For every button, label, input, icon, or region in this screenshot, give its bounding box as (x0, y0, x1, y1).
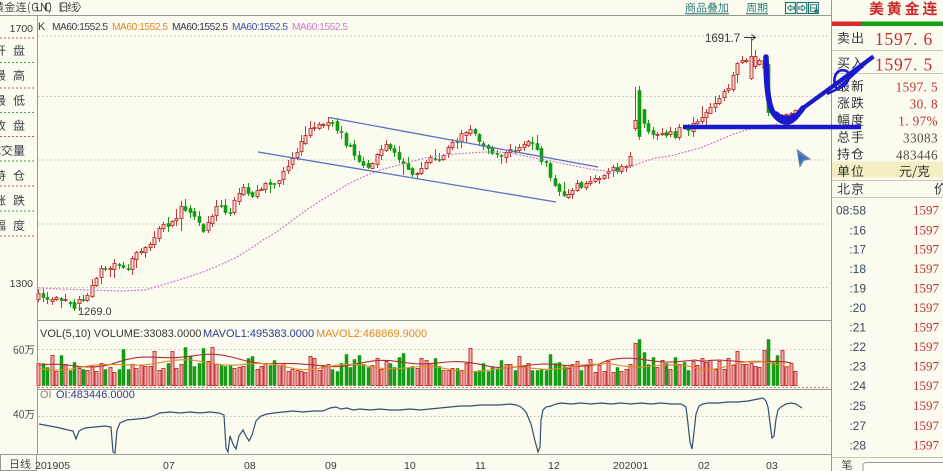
svg-text:1597: 1597 (913, 438, 940, 453)
svg-text:12: 12 (548, 460, 560, 471)
svg-text:1597: 1597 (913, 359, 940, 374)
svg-text::17: :17 (849, 243, 866, 257)
svg-text::16: :16 (849, 224, 866, 238)
svg-text:02: 02 (698, 460, 710, 471)
svg-text:MA60:1552.5: MA60:1552.5 (52, 22, 108, 33)
svg-text:1597: 1597 (913, 203, 940, 218)
svg-text:08:58: 08:58 (836, 204, 866, 218)
svg-text:1597: 1597 (913, 281, 940, 296)
svg-text::22: :22 (849, 340, 866, 354)
svg-text::23: :23 (849, 360, 866, 374)
svg-text:33083: 33083 (903, 131, 938, 146)
svg-text:09: 09 (325, 460, 337, 471)
svg-text::28: :28 (849, 439, 866, 453)
svg-text:1597: 1597 (913, 261, 940, 276)
svg-text:MA60:1552.5: MA60:1552.5 (292, 22, 348, 33)
svg-text:OI: OI (40, 389, 52, 401)
svg-text:OI:483446.0000: OI:483446.0000 (56, 389, 135, 401)
svg-text:1597. 6: 1597. 6 (875, 29, 933, 49)
svg-text::20: :20 (849, 301, 866, 315)
svg-text:201905: 201905 (35, 460, 70, 471)
svg-text:1597: 1597 (913, 242, 940, 257)
svg-text:1700: 1700 (10, 23, 34, 35)
svg-text:1597: 1597 (913, 223, 940, 238)
svg-text:07: 07 (163, 460, 175, 471)
svg-text:1597. 5: 1597. 5 (896, 80, 938, 95)
svg-text:1597: 1597 (913, 339, 940, 354)
svg-text:11: 11 (475, 460, 486, 471)
svg-text::25: :25 (849, 399, 866, 413)
svg-text::24: :24 (849, 379, 866, 393)
svg-text:MA60:1552.5: MA60:1552.5 (172, 22, 228, 33)
svg-text:1597. 5: 1597. 5 (875, 55, 933, 75)
svg-text:MAVOL1:495383.0000: MAVOL1:495383.0000 (203, 328, 314, 340)
svg-text:08: 08 (244, 460, 256, 471)
svg-text:1597: 1597 (913, 418, 940, 433)
svg-text::18: :18 (849, 262, 866, 276)
svg-text:1597: 1597 (913, 300, 940, 315)
svg-text:30. 8: 30. 8 (910, 97, 938, 112)
svg-text:K: K (38, 21, 46, 33)
svg-text:1691.7: 1691.7 (705, 33, 740, 45)
svg-text::19: :19 (849, 282, 866, 296)
svg-text:1300: 1300 (10, 278, 34, 290)
svg-text:1597: 1597 (913, 320, 940, 335)
svg-text:483446: 483446 (896, 148, 938, 163)
svg-text:VOL(5,10) VOLUME:33083.0000: VOL(5,10) VOLUME:33083.0000 (40, 328, 201, 340)
svg-text:10: 10 (404, 460, 416, 471)
svg-text:202001: 202001 (613, 460, 648, 471)
svg-text:1269.0: 1269.0 (78, 306, 112, 318)
svg-text::27: :27 (849, 419, 866, 433)
svg-text:MAVOL2:468869.9000: MAVOL2:468869.9000 (316, 328, 427, 340)
svg-text:MA60:1552.5: MA60:1552.5 (112, 22, 168, 33)
svg-text:1597: 1597 (913, 378, 940, 393)
svg-text:MA60:1552.5: MA60:1552.5 (232, 22, 288, 33)
svg-text:1597: 1597 (913, 398, 940, 413)
svg-text:03: 03 (766, 460, 778, 471)
svg-text::21: :21 (849, 321, 866, 335)
svg-text:1. 97%: 1. 97% (898, 114, 938, 129)
